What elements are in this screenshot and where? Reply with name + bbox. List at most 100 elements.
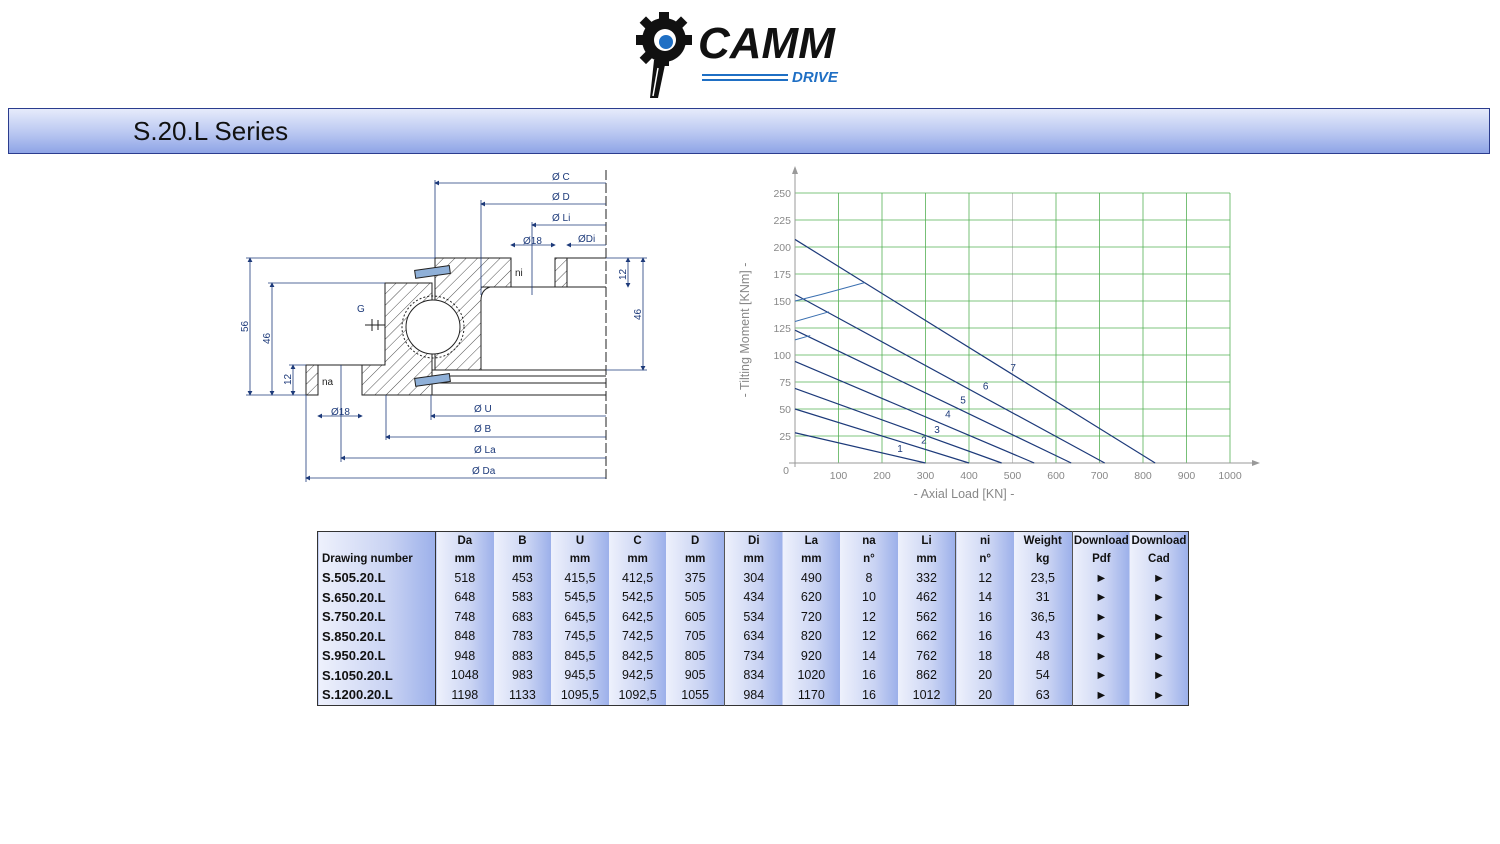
limit-line — [794, 282, 865, 302]
table-cell: 20 — [955, 685, 1014, 705]
row-label: S.1200.20.L — [317, 685, 436, 705]
download-cad-button[interactable]: ► — [1130, 626, 1189, 646]
x-axis-label: - Axial Load [KN] - — [914, 487, 1015, 501]
table-cell: mm — [897, 550, 956, 568]
download-cad-button[interactable]: ► — [1130, 587, 1189, 607]
y-tick-label: 50 — [779, 404, 791, 416]
series-line-2 — [794, 408, 970, 464]
x-tick-label: 900 — [1178, 470, 1196, 482]
table-cell: Cad — [1130, 550, 1189, 568]
dim-li: Ø Li — [552, 213, 570, 224]
table-cell: Download — [1071, 531, 1131, 550]
table-cell: 14 — [955, 587, 1014, 607]
ball — [405, 299, 461, 355]
series-header-bar: S.20.L Series — [8, 108, 1490, 154]
table-cell: 375 — [666, 568, 725, 588]
table-cell: 412,5 — [608, 568, 667, 588]
row-label — [317, 531, 436, 550]
row-label: S.750.20.L — [317, 607, 436, 627]
dim-c: Ø C — [552, 172, 570, 183]
row-label: Drawing number — [317, 550, 436, 568]
table-cell: 20 — [955, 665, 1014, 685]
table-cell: 745,5 — [551, 626, 609, 646]
download-pdf-button[interactable]: ► — [1071, 685, 1131, 705]
download-cad-button[interactable]: ► — [1130, 665, 1189, 685]
dim-hole-bottom: Ø18 — [331, 407, 350, 418]
table-cell: 8 — [840, 568, 898, 588]
camm-drive-logo: CAMM DRIVE — [636, 12, 839, 98]
table-row: S.1200.20.L 1198 1133 1095,5 1092,5 1055 984 11… — [317, 685, 1189, 705]
table-cell: 1048 — [435, 665, 494, 685]
table-cell: n° — [955, 550, 1014, 568]
x-tick-label: 400 — [960, 470, 978, 482]
table-cell: 983 — [493, 665, 552, 685]
table-cell: kg — [1013, 550, 1073, 568]
y-tick-label: 75 — [779, 377, 791, 389]
table-header-row: Da B U C D Di La na Li ni Weight Download Download — [317, 531, 1189, 550]
table-cell: U — [551, 531, 609, 550]
table-cell: 23,5 — [1013, 568, 1073, 588]
table-cell: 948 — [435, 646, 494, 666]
y-axis-arrow-icon — [792, 166, 798, 174]
dim-12-right: 12 — [618, 268, 629, 280]
table-row: S.950.20.L 948 883 845,5 842,5 805 734 920 14 762… — [317, 646, 1189, 666]
table-cell: 1092,5 — [608, 685, 667, 705]
series-line-3 — [794, 387, 1002, 464]
table-cell: 12 — [955, 568, 1014, 588]
table-cell: 545,5 — [551, 587, 609, 607]
table-cell: 534 — [723, 607, 783, 627]
table-cell: Da — [435, 531, 494, 550]
specs-table: Da B U C D Di La na Li ni Weight Download Download Dr… — [317, 531, 1189, 706]
table-cell: Download — [1130, 531, 1189, 550]
dim-hole-top: Ø18 — [523, 236, 542, 247]
table-cell: 805 — [666, 646, 725, 666]
download-pdf-button[interactable]: ► — [1071, 646, 1131, 666]
download-pdf-button[interactable]: ► — [1071, 587, 1131, 607]
download-cad-button[interactable]: ► — [1130, 646, 1189, 666]
table-cell: 662 — [897, 626, 956, 646]
table-cell: mm — [723, 550, 783, 568]
table-cell: 31 — [1013, 587, 1073, 607]
dim-u: Ø U — [474, 404, 492, 415]
table-row: S.505.20.L 518 453 415,5 412,5 375 304 490 8 332 1… — [317, 568, 1189, 588]
table-cell: 742,5 — [608, 626, 667, 646]
table-cell: 54 — [1013, 665, 1073, 685]
series-label-1: 1 — [897, 444, 903, 455]
row-label: S.650.20.L — [317, 587, 436, 607]
table-cell: 1095,5 — [551, 685, 609, 705]
table-cell: 1198 — [435, 685, 494, 705]
series-line-6 — [794, 293, 1106, 464]
table-cell: 462 — [897, 587, 956, 607]
table-cell: 518 — [435, 568, 494, 588]
table-cell: mm — [666, 550, 725, 568]
table-cell: 848 — [435, 626, 494, 646]
table-cell: B — [493, 531, 552, 550]
y-tick-label: 150 — [773, 296, 791, 308]
download-cad-button[interactable]: ► — [1130, 607, 1189, 627]
dim-b: Ø B — [474, 424, 492, 435]
download-cad-button[interactable]: ► — [1130, 568, 1189, 588]
table-cell: 304 — [723, 568, 783, 588]
dim-46-left: 46 — [262, 332, 273, 344]
table-cell: 642,5 — [608, 607, 667, 627]
table-cell: 783 — [493, 626, 552, 646]
download-pdf-button[interactable]: ► — [1071, 626, 1131, 646]
table-cell: 883 — [493, 646, 552, 666]
table-row: S.850.20.L 848 783 745,5 742,5 705 634 820 12 662… — [317, 626, 1189, 646]
download-pdf-button[interactable]: ► — [1071, 665, 1131, 685]
download-cad-button[interactable]: ► — [1130, 685, 1189, 705]
download-pdf-button[interactable]: ► — [1071, 607, 1131, 627]
row-label: S.950.20.L — [317, 646, 436, 666]
table-row: S.650.20.L 648 583 545,5 542,5 505 434 620 10 462… — [317, 587, 1189, 607]
table-cell: 845,5 — [551, 646, 609, 666]
table-cell: 1170 — [782, 685, 841, 705]
dim-12-left: 12 — [283, 373, 294, 385]
download-pdf-button[interactable]: ► — [1071, 568, 1131, 588]
dim-di: ØDi — [578, 234, 595, 245]
table-cell: mm — [493, 550, 552, 568]
table-cell: 862 — [897, 665, 956, 685]
table-cell: 842,5 — [608, 646, 667, 666]
inner-flange-segment — [305, 364, 319, 396]
table-cell: 583 — [493, 587, 552, 607]
